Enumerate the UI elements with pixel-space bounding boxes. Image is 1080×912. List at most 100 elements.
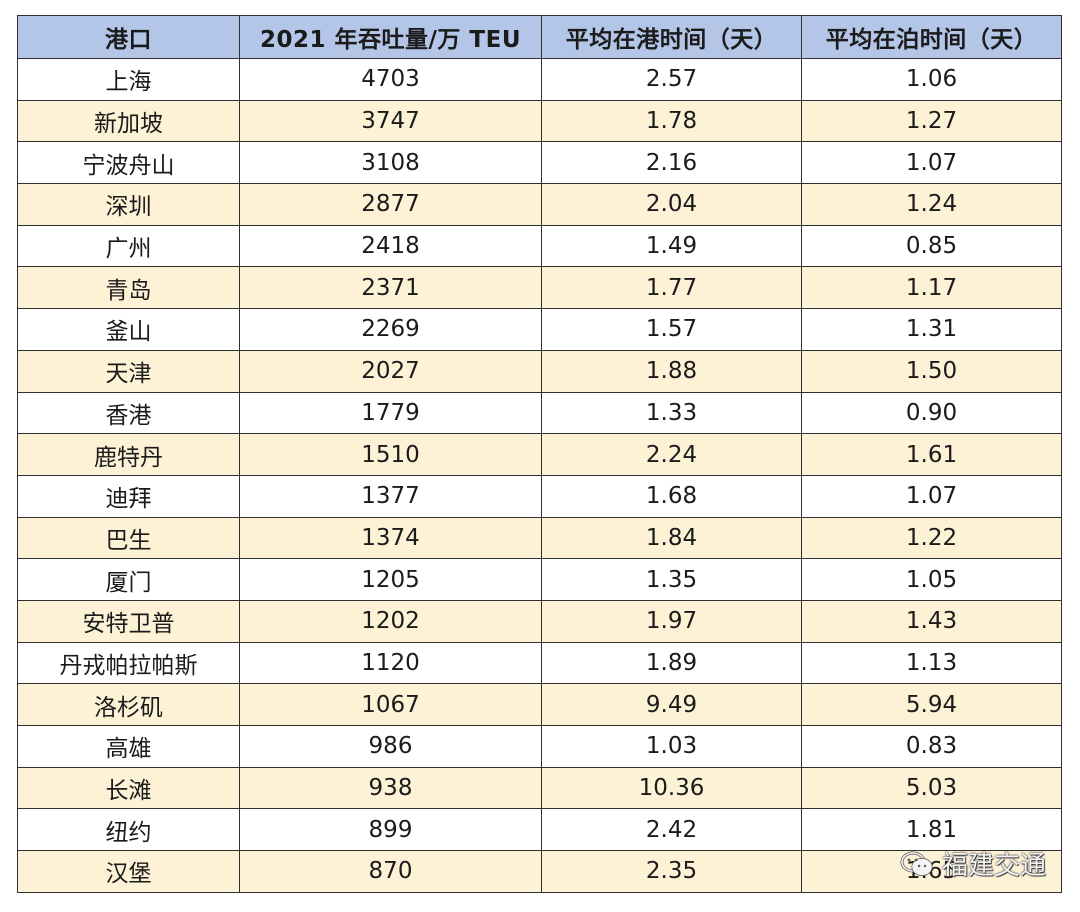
cell-throughput: 2877 xyxy=(239,183,542,226)
cell-port: 新加坡 xyxy=(17,99,240,143)
cell-throughput: 1205 xyxy=(239,558,542,601)
cell-port: 香港 xyxy=(17,391,240,435)
header-port-time: 平均在港时间（天） xyxy=(541,15,802,59)
cell-port: 鹿特丹 xyxy=(17,433,240,476)
table-row: 青岛 2371 1.77 1.17 xyxy=(17,266,1062,310)
cell-port: 迪拜 xyxy=(17,474,240,518)
cell-port-time: 2.24 xyxy=(541,433,802,476)
cell-port: 巴生 xyxy=(17,516,240,560)
port-table-container: 港口 2021 年吞吐量/万 TEU 平均在港时间（天） 平均在泊时间（天） 上… xyxy=(17,15,1062,893)
cell-berth-time: 0.85 xyxy=(801,224,1062,268)
cell-throughput: 1374 xyxy=(239,516,542,560)
table-row: 鹿特丹 1510 2.24 1.61 xyxy=(17,433,1062,476)
cell-port: 洛杉矶 xyxy=(17,683,240,726)
cell-port: 高雄 xyxy=(17,725,240,768)
cell-port: 上海 xyxy=(17,58,240,101)
cell-berth-time: 1.17 xyxy=(801,266,1062,310)
cell-port: 青岛 xyxy=(17,266,240,310)
port-throughput-table: 港口 2021 年吞吐量/万 TEU 平均在港时间（天） 平均在泊时间（天） 上… xyxy=(17,15,1062,893)
table-row: 安特卫普 1202 1.97 1.43 xyxy=(17,599,1062,643)
table-row: 厦门 1205 1.35 1.05 xyxy=(17,558,1062,601)
cell-throughput: 870 xyxy=(239,850,542,893)
cell-port: 宁波舟山 xyxy=(17,141,240,185)
cell-throughput: 899 xyxy=(239,808,542,852)
table-row: 迪拜 1377 1.68 1.07 xyxy=(17,474,1062,518)
table-row: 香港 1779 1.33 0.90 xyxy=(17,391,1062,435)
cell-berth-time: 1.24 xyxy=(801,183,1062,226)
cell-berth-time: 1.06 xyxy=(801,58,1062,101)
table-row: 丹戎帕拉帕斯 1120 1.89 1.13 xyxy=(17,641,1062,685)
cell-port-time: 9.49 xyxy=(541,683,802,726)
cell-port-time: 2.04 xyxy=(541,183,802,226)
cell-throughput: 4703 xyxy=(239,58,542,101)
table-row: 新加坡 3747 1.78 1.27 xyxy=(17,99,1062,143)
cell-throughput: 1202 xyxy=(239,599,542,643)
watermark: 福建交通 xyxy=(900,845,1046,882)
cell-throughput: 2027 xyxy=(239,349,542,393)
cell-berth-time: 1.27 xyxy=(801,99,1062,143)
cell-port: 丹戎帕拉帕斯 xyxy=(17,641,240,685)
cell-throughput: 3108 xyxy=(239,141,542,185)
cell-berth-time: 5.94 xyxy=(801,683,1062,726)
wechat-icon xyxy=(900,851,934,877)
cell-port-time: 1.49 xyxy=(541,224,802,268)
cell-throughput: 2418 xyxy=(239,224,542,268)
cell-port-time: 10.36 xyxy=(541,766,802,810)
cell-throughput: 938 xyxy=(239,766,542,810)
cell-throughput: 1510 xyxy=(239,433,542,476)
table-row: 宁波舟山 3108 2.16 1.07 xyxy=(17,141,1062,185)
cell-port: 汉堡 xyxy=(17,850,240,893)
cell-port-time: 1.77 xyxy=(541,266,802,310)
cell-berth-time: 1.07 xyxy=(801,141,1062,185)
cell-berth-time: 1.13 xyxy=(801,641,1062,685)
header-berth-time: 平均在泊时间（天） xyxy=(801,15,1062,59)
cell-port-time: 1.35 xyxy=(541,558,802,601)
table-row: 上海 4703 2.57 1.06 xyxy=(17,58,1062,101)
cell-port: 深圳 xyxy=(17,183,240,226)
cell-throughput: 1120 xyxy=(239,641,542,685)
cell-port-time: 2.42 xyxy=(541,808,802,852)
cell-throughput: 1377 xyxy=(239,474,542,518)
cell-port-time: 1.33 xyxy=(541,391,802,435)
cell-berth-time: 0.83 xyxy=(801,725,1062,768)
table-row: 纽约 899 2.42 1.81 xyxy=(17,808,1062,852)
cell-port-time: 1.78 xyxy=(541,99,802,143)
cell-berth-time: 1.61 xyxy=(801,433,1062,476)
cell-berth-time: 1.31 xyxy=(801,308,1062,351)
watermark-text: 福建交通 xyxy=(941,851,1046,881)
table-row: 洛杉矶 1067 9.49 5.94 xyxy=(17,683,1062,726)
table-row: 巴生 1374 1.84 1.22 xyxy=(17,516,1062,560)
cell-port-time: 2.16 xyxy=(541,141,802,185)
cell-berth-time: 1.43 xyxy=(801,599,1062,643)
table-row: 长滩 938 10.36 5.03 xyxy=(17,766,1062,810)
cell-throughput: 2371 xyxy=(239,266,542,310)
cell-throughput: 2269 xyxy=(239,308,542,351)
cell-port: 天津 xyxy=(17,349,240,393)
cell-throughput: 986 xyxy=(239,725,542,768)
cell-port-time: 1.84 xyxy=(541,516,802,560)
cell-port-time: 1.57 xyxy=(541,308,802,351)
cell-port-time: 1.03 xyxy=(541,725,802,768)
cell-port-time: 1.88 xyxy=(541,349,802,393)
cell-port-time: 2.35 xyxy=(541,850,802,893)
cell-berth-time: 1.81 xyxy=(801,808,1062,852)
cell-throughput: 3747 xyxy=(239,99,542,143)
cell-port: 安特卫普 xyxy=(17,599,240,643)
header-port: 港口 xyxy=(17,15,240,59)
cell-port-time: 1.68 xyxy=(541,474,802,518)
cell-port: 长滩 xyxy=(17,766,240,810)
header-throughput: 2021 年吞吐量/万 TEU xyxy=(239,15,542,59)
cell-port-time: 2.57 xyxy=(541,58,802,101)
table-row: 汉堡 870 2.35 1.65 xyxy=(17,850,1062,893)
cell-port: 纽约 xyxy=(17,808,240,852)
cell-throughput: 1779 xyxy=(239,391,542,435)
cell-port-time: 1.89 xyxy=(541,641,802,685)
cell-port: 厦门 xyxy=(17,558,240,601)
table-header-row: 港口 2021 年吞吐量/万 TEU 平均在港时间（天） 平均在泊时间（天） xyxy=(17,15,1062,59)
cell-berth-time: 1.65 xyxy=(801,850,1062,893)
cell-berth-time: 1.05 xyxy=(801,558,1062,601)
table-row: 釜山 2269 1.57 1.31 xyxy=(17,308,1062,351)
table-row: 天津 2027 1.88 1.50 xyxy=(17,349,1062,393)
cell-berth-time: 0.90 xyxy=(801,391,1062,435)
table-row: 广州 2418 1.49 0.85 xyxy=(17,224,1062,268)
